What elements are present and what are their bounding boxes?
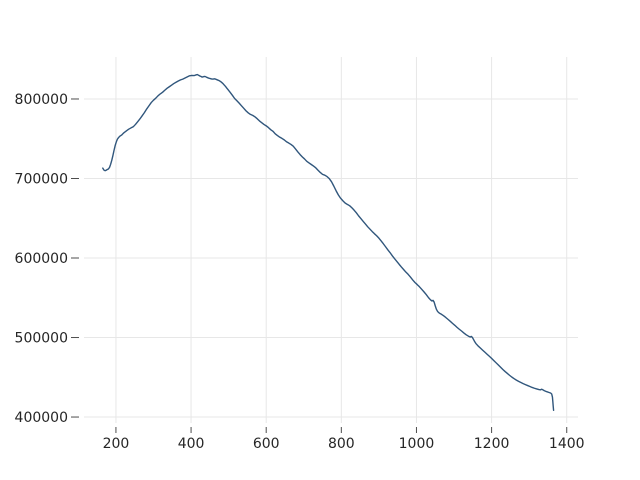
y-tick-label: 700000 [15, 171, 68, 187]
y-tick-label: 400000 [15, 410, 68, 426]
x-tick-label: 800 [328, 436, 355, 452]
y-tick-label: 800000 [15, 92, 68, 108]
y-tick-label: 600000 [15, 251, 68, 267]
y-tick-label: 500000 [15, 331, 68, 347]
x-tick-label: 200 [103, 436, 130, 452]
data-series-line [102, 73, 555, 411]
x-tick-label: 1400 [549, 436, 585, 452]
x-tick-label: 600 [253, 436, 280, 452]
x-tick-label: 1000 [399, 436, 435, 452]
x-tick-label: 1200 [474, 436, 510, 452]
x-tick-label: 400 [178, 436, 205, 452]
